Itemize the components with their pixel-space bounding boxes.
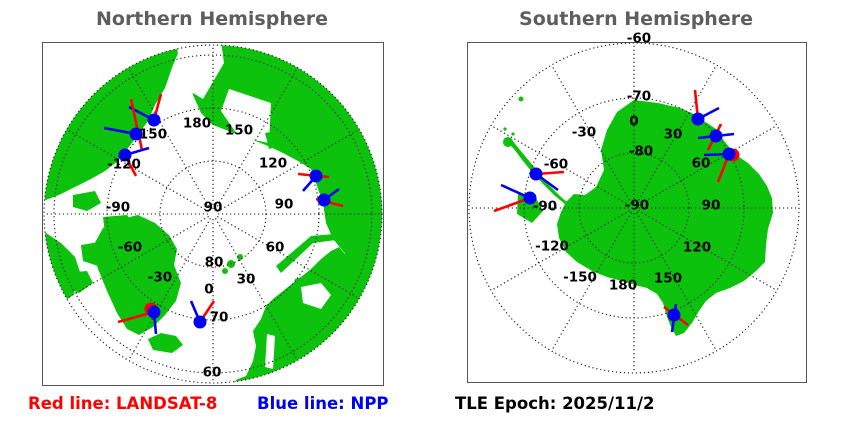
landmass-islet [503, 127, 507, 131]
satellite-position-dot [709, 129, 723, 143]
graticule-label: 60 [202, 364, 222, 381]
landmass-eurasia-alaska [44, 45, 382, 283]
meridian-line [66, 216, 209, 299]
meridian-line [128, 67, 211, 210]
satellite-position-dot [529, 167, 543, 181]
graticule-label: 180 [608, 277, 638, 294]
meridian-line [638, 125, 778, 206]
graticule-label: -70 [626, 88, 652, 105]
graticule-label: -150 [563, 269, 597, 286]
graticule-label: 90 [274, 196, 294, 213]
graticule-label: -120 [535, 238, 569, 255]
graticule-label: 120 [682, 239, 712, 256]
graticule-label: 180 [182, 115, 212, 132]
graticule-label: 60 [265, 239, 285, 256]
graticule-label: 150 [224, 122, 254, 139]
graticule-label: 60 [691, 155, 711, 172]
graticule-label: -90 [105, 199, 131, 216]
legend-tle-epoch: TLE Epoch: 2025/11/2 [455, 394, 655, 413]
north-satellite-markers [103, 93, 344, 335]
meridian-line [215, 218, 298, 361]
landmass-islet [518, 96, 524, 102]
graticule-label: -90 [532, 198, 558, 215]
east-siberian-bay [221, 89, 271, 143]
meridian-line [490, 210, 630, 291]
meridian-line [551, 212, 632, 352]
graticule-label: -120 [107, 156, 141, 173]
south-map-svg [468, 42, 800, 374]
meridian-line [215, 67, 298, 210]
satellite-position-dot [309, 169, 323, 183]
graticule-label: 90 [701, 197, 721, 214]
meridian-line [490, 125, 630, 206]
north-map-title: Northern Hemisphere [95, 8, 328, 30]
south-hemisphere-map: -60 -70 0 30 -30 -80 60 -60 90 -90 -90 120 -120 150 -1… [467, 32, 807, 383]
satellite-position-dot [118, 148, 132, 162]
landmass-novaya-zemlya [276, 234, 336, 273]
meridian-line [217, 216, 360, 299]
graticule-label: 120 [258, 155, 288, 172]
graticule-label: -60 [626, 30, 652, 47]
graticule-label: -30 [147, 269, 173, 286]
map-boundary-circle [43, 44, 383, 384]
meridian-line [217, 129, 360, 212]
landmass-canada [44, 231, 81, 307]
satellite-position-dot [722, 147, 736, 161]
south-satellite-markers [493, 89, 740, 333]
graticule-label: 80 [204, 254, 224, 271]
north-graticule [43, 44, 383, 384]
satellite-position-dot [147, 113, 161, 127]
graticule-label: 0 [629, 113, 639, 130]
satellite-position-dot [147, 305, 161, 319]
graticule-label: -60 [543, 156, 569, 173]
graticule-label: 150 [138, 126, 168, 143]
graticule-label: 30 [663, 126, 683, 143]
graticule-label: 150 [653, 270, 683, 287]
north-map-svg [43, 44, 383, 384]
meridian-line [128, 218, 211, 361]
satellite-position-dot [317, 193, 331, 207]
landmass-canadian-island [81, 241, 115, 267]
graticule-label: 70 [209, 309, 229, 326]
landmass-canadian-island [115, 247, 131, 261]
white-sea-bay [301, 283, 331, 309]
coastal-bay [171, 73, 195, 87]
graticule-label: -30 [571, 124, 597, 141]
latitude-ring [578, 152, 690, 264]
landmass-canadian-island [103, 215, 135, 239]
landmass-canadian-island [73, 191, 101, 211]
south-land-layer [503, 96, 773, 336]
landmass-iceland [148, 333, 183, 353]
graticule-label: -80 [628, 143, 654, 160]
meridian-line [66, 129, 209, 212]
meridian-line [636, 212, 717, 352]
landmass-greenland [92, 215, 181, 335]
landmass-scandinavia [228, 247, 382, 383]
meridian-line [638, 210, 778, 291]
landmass-peninsula-tip [503, 137, 513, 147]
landmass-svalbard [222, 268, 228, 274]
graticule-label: -90 [624, 197, 650, 214]
legend-blue-line: Blue line: NPP [257, 394, 389, 413]
graticule-label: 0 [204, 281, 214, 298]
satellite-position-dot [691, 112, 705, 126]
landmass-islet [511, 132, 515, 136]
north-hemisphere-map: 180 150 150 120 -120 90 -90 60 -60 30 -30 0 90 80 70 60 [42, 42, 384, 386]
graticule-label: -60 [117, 239, 143, 256]
graticule-label: 90 [203, 199, 223, 216]
graticule-label: 30 [236, 271, 256, 288]
satellite-position-dot [523, 191, 537, 205]
satellite-position-dot [193, 315, 207, 329]
latitude-ring [53, 54, 373, 374]
south-map-title: Southern Hemisphere [519, 8, 753, 30]
landsat8-track-line [129, 98, 144, 151]
legend-red-line: Red line: LANDSAT-8 [28, 394, 218, 413]
landmass-island [265, 130, 284, 149]
satellite-position-dot [667, 308, 681, 322]
satellite-position-dot [129, 127, 143, 141]
fjord [265, 334, 275, 369]
map-boundary-circle [468, 42, 800, 374]
